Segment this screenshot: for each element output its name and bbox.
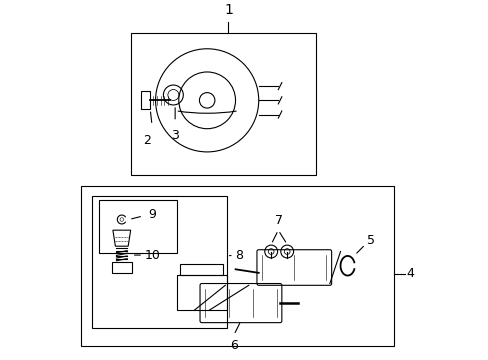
Text: 5: 5 (366, 234, 374, 247)
Bar (177, 275, 226, 310)
Text: 1: 1 (224, 3, 232, 17)
Bar (91, 196, 226, 328)
Bar (81, 186, 393, 346)
Text: 7: 7 (274, 213, 283, 226)
Text: 2: 2 (142, 134, 150, 147)
Bar (130, 33, 315, 175)
Text: 4: 4 (406, 267, 413, 280)
Text: 10: 10 (144, 248, 161, 262)
Bar (99, 200, 177, 253)
Text: 9: 9 (148, 208, 156, 221)
Bar (141, 91, 150, 109)
Text: 8: 8 (235, 249, 243, 262)
Text: 3: 3 (171, 129, 179, 142)
Bar (180, 264, 223, 275)
Text: 6: 6 (229, 339, 237, 352)
Bar (112, 262, 131, 273)
